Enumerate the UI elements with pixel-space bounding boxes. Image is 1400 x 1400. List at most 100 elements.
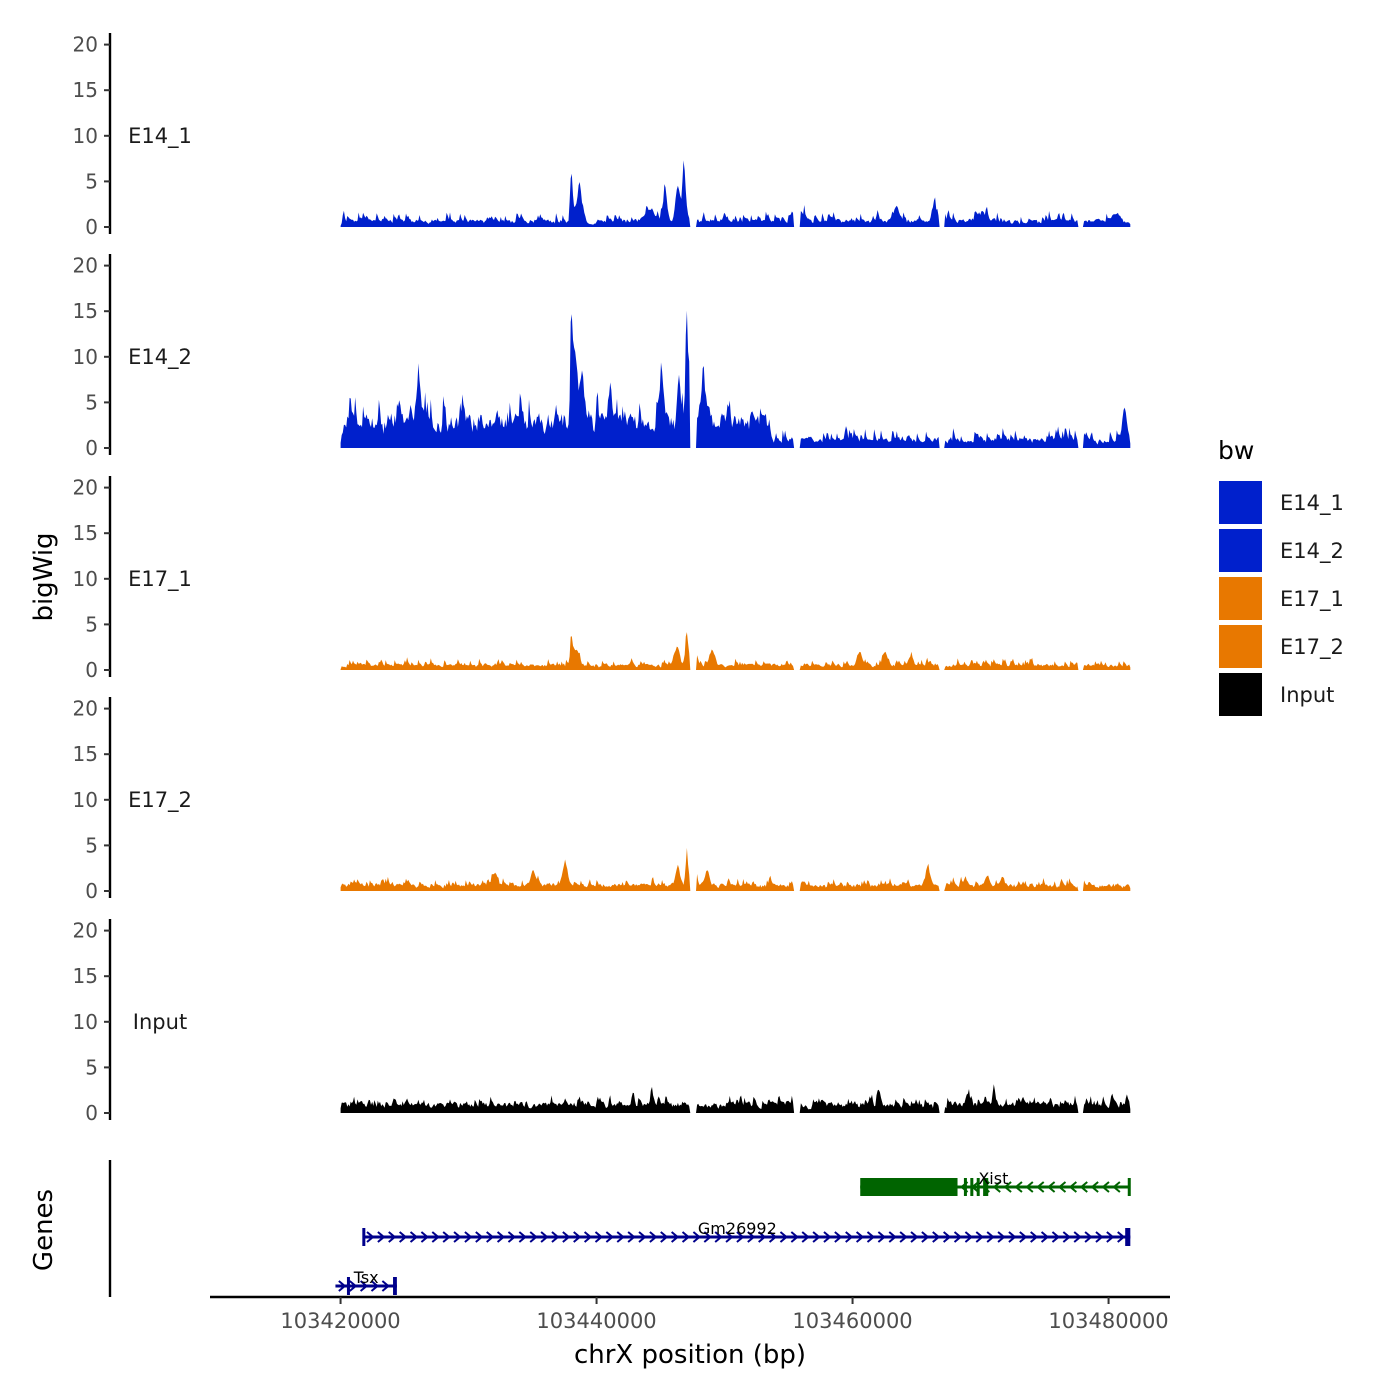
- track-label: E14_1: [128, 124, 192, 149]
- strand-arrow: [1090, 1181, 1099, 1193]
- gene-exon: [970, 1178, 974, 1196]
- y-tick-label: 15: [73, 964, 98, 988]
- gene-label-xist: Xist: [978, 1169, 1008, 1188]
- strand-arrow: [338, 1280, 347, 1292]
- strand-arrow: [823, 1231, 832, 1243]
- y-tick-label: 0: [85, 1101, 98, 1125]
- x-tick-label: 103460000: [792, 1309, 912, 1333]
- y-tick-label: 15: [73, 521, 98, 545]
- strand-arrow: [507, 1231, 517, 1243]
- y-tick-label: 0: [85, 879, 98, 903]
- legend-item-e17-2: E17_2: [1217, 623, 1344, 670]
- strand-arrow: [1117, 1231, 1126, 1243]
- y-tick-label: 5: [85, 612, 98, 636]
- track-label: E17_1: [128, 567, 192, 592]
- strand-arrow: [1057, 1181, 1067, 1193]
- x-tick-label: 103480000: [1048, 1309, 1168, 1333]
- strand-arrow: [992, 1181, 1001, 1193]
- track-e14-2: 0 5 10 15 20 E14_2: [73, 254, 1131, 460]
- strand-arrow: [359, 1280, 369, 1292]
- strand-arrow: [670, 1231, 680, 1243]
- strand-arrow: [1003, 1181, 1012, 1193]
- strand-arrow: [681, 1231, 691, 1243]
- strand-arrow: [388, 1231, 397, 1243]
- coverage-area-input: [340, 1084, 1131, 1113]
- legend-title: bw: [1218, 436, 1254, 465]
- strand-arrow: [801, 1231, 810, 1243]
- y-tick-label: 20: [73, 697, 98, 721]
- y-tick-label: 5: [85, 1055, 98, 1079]
- gene-exon: [1127, 1178, 1131, 1196]
- legend-item-e14-2: E14_2: [1217, 527, 1344, 574]
- strand-arrow: [877, 1231, 886, 1243]
- track-label: E17_2: [128, 788, 192, 813]
- strand-arrow: [1084, 1231, 1093, 1243]
- track-e14-1: 0 5 10 15 20 E14_1: [73, 33, 1131, 239]
- gene-tsx: Tsx: [335, 1268, 397, 1295]
- y-tick-label: 15: [73, 742, 98, 766]
- gene-gm26992: Gm26992: [362, 1219, 1131, 1246]
- y-tick-label: 20: [73, 919, 98, 943]
- strand-arrow: [725, 1231, 734, 1243]
- y-tick-label: 0: [85, 436, 98, 460]
- y-tick-label: 10: [73, 1010, 98, 1034]
- track-label: Input: [133, 1010, 187, 1034]
- strand-arrow: [714, 1231, 723, 1243]
- gene-label-tsx: Tsx: [353, 1268, 379, 1287]
- strand-arrow: [1062, 1231, 1071, 1243]
- legend-label: E17_1: [1280, 587, 1344, 612]
- gene-exon: [346, 1277, 350, 1295]
- strand-arrow: [370, 1280, 380, 1292]
- legend-label: Input: [1280, 683, 1334, 707]
- strand-arrow: [442, 1231, 451, 1243]
- strand-arrow: [486, 1231, 495, 1243]
- strand-arrow: [866, 1231, 876, 1243]
- strand-arrow: [834, 1231, 843, 1243]
- strand-arrow: [942, 1231, 952, 1243]
- strand-arrow: [377, 1231, 386, 1243]
- y-tick-label: 0: [85, 658, 98, 682]
- strand-arrow: [398, 1231, 408, 1243]
- strand-arrow: [660, 1231, 669, 1243]
- strand-arrow: [997, 1231, 1006, 1243]
- genes-axis-title: Genes: [29, 1189, 59, 1271]
- strand-arrow: [381, 1280, 390, 1292]
- legend-item-input: Input: [1217, 671, 1334, 718]
- legend-swatch: [1217, 671, 1264, 718]
- strand-arrow: [573, 1231, 582, 1243]
- gene-exon: [860, 1178, 958, 1196]
- y-tick-label: 10: [73, 788, 98, 812]
- track-e17-2: 0 5 10 15 20 E17_2: [73, 697, 1131, 903]
- strand-arrow: [855, 1231, 865, 1243]
- gene-exon: [362, 1228, 366, 1246]
- strand-arrow: [349, 1280, 358, 1292]
- strand-arrow: [616, 1231, 625, 1243]
- strand-arrow: [953, 1231, 963, 1243]
- track-e17-1: 0 5 10 15 20 E17_1: [73, 476, 1131, 682]
- strand-arrow: [779, 1231, 789, 1243]
- strand-arrow: [453, 1231, 462, 1243]
- strand-arrow: [605, 1231, 614, 1243]
- legend-label: E17_2: [1280, 635, 1344, 660]
- strand-arrow: [747, 1231, 756, 1243]
- legend-item-e14-1: E14_1: [1217, 479, 1344, 526]
- gene-label-gm26992: Gm26992: [698, 1219, 777, 1238]
- strand-arrow: [627, 1231, 636, 1243]
- strand-arrow: [692, 1231, 701, 1243]
- strand-arrow: [768, 1231, 778, 1243]
- legend-swatch: [1217, 527, 1264, 574]
- strand-arrow: [1025, 1181, 1034, 1193]
- strand-arrow: [1008, 1231, 1017, 1243]
- strand-arrow: [736, 1231, 745, 1243]
- gene-xist: Xist: [860, 1169, 1131, 1196]
- strand-arrow: [1073, 1231, 1082, 1243]
- strand-arrow: [812, 1231, 821, 1243]
- y-tick-label: 0: [85, 215, 98, 239]
- legend-swatch: [1217, 623, 1264, 670]
- strand-arrow: [790, 1231, 799, 1243]
- strand-arrow: [1040, 1231, 1050, 1243]
- strand-arrow: [594, 1231, 604, 1243]
- track-input: 0 5 10 15 20 Input: [73, 919, 1131, 1125]
- y-tick-label: 20: [73, 254, 98, 278]
